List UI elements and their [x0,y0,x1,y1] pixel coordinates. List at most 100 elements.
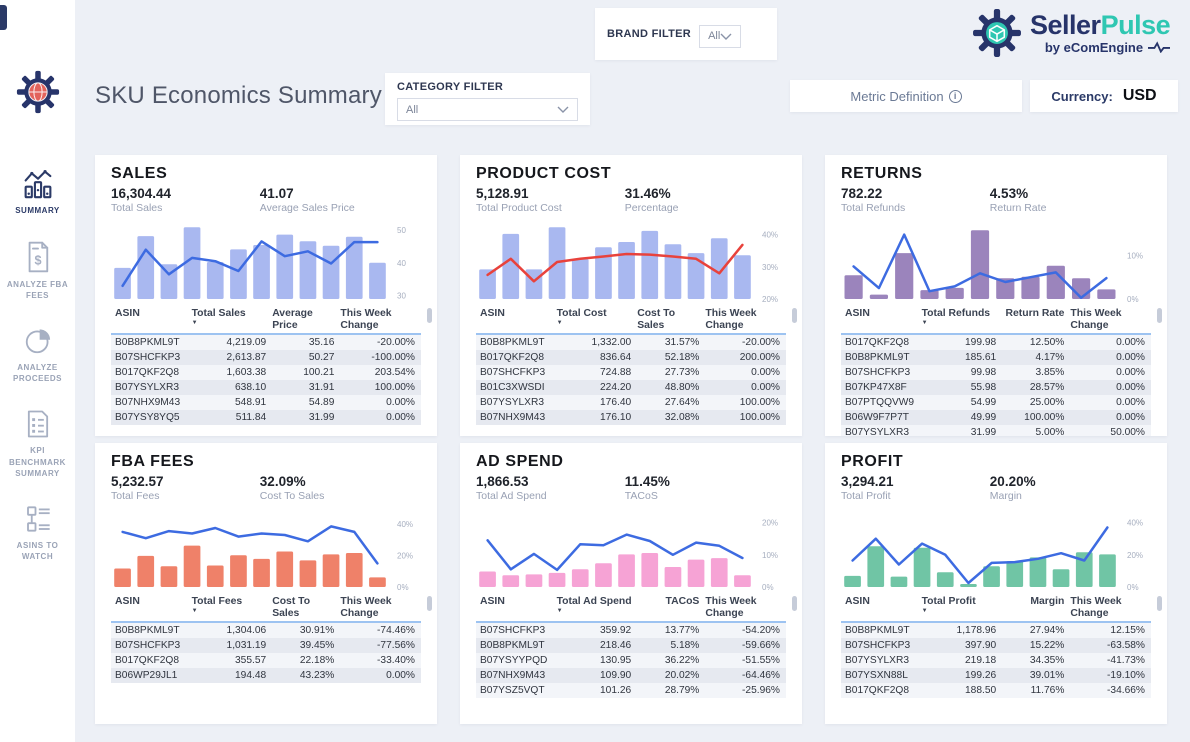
column-header[interactable]: Return Rate [1002,308,1070,332]
currency-selector[interactable]: Currency: USD [1030,80,1178,112]
value-cell: 0.00% [1116,382,1145,393]
sidebar-item-summary[interactable]: SUMMARY [4,169,72,217]
sidebar-item-analyze-proceeds[interactable]: ANALYZE PROCEEDS [4,326,72,385]
panel-returns: RETURNS 782.22 Total Refunds 4.53% Retur… [825,155,1167,436]
svg-text:0%: 0% [397,583,409,592]
table-row[interactable]: B0B8PKML9T 1,178.96 27.94% 12.15% [841,623,1151,638]
column-header[interactable]: TACoS [637,596,705,620]
table-scrollbar-thumb[interactable] [427,308,432,323]
table-row[interactable]: B06WP29JL1 194.48 43.23% 0.00% [111,668,421,683]
column-header[interactable]: This Week Change [1070,596,1151,620]
value-cell: 13.77% [664,625,700,636]
table-scrollbar-thumb[interactable] [1157,596,1162,611]
column-header[interactable]: ASIN [111,596,192,620]
table-row[interactable]: B06W9F7P7T 49.99 100.00% 0.00% [841,410,1151,425]
column-header[interactable]: ASIN [841,308,922,332]
table-row[interactable]: B07NHX9M43 548.91 54.89 0.00% [111,395,421,410]
column-header[interactable]: This Week Change [340,308,421,332]
panel-sales: SALES 16,304.44 Total Sales 41.07 Averag… [95,155,437,436]
table-row[interactable]: B0B8PKML9T 1,332.00 31.57% -20.00% [476,335,786,350]
table-row[interactable]: B07KP47X8F 55.98 28.57% 0.00% [841,380,1151,395]
asin-cell: B0B8PKML9T [480,640,545,651]
sidebar-item-kpi-benchmark-summary[interactable]: KPI BENCHMARK SUMMARY [4,409,72,480]
column-header[interactable]: Total Cost ▼ [557,308,638,332]
value-cell: 100.21 [303,367,335,378]
table-row[interactable]: B07YSYLXR3 219.18 34.35% -41.73% [841,653,1151,668]
svg-text:20%: 20% [762,295,778,304]
table-body: B017QKF2Q8 199.98 12.50% 0.00% B0B8PKML9T 185… [841,335,1151,436]
panel-table: ASIN Total Profit ▼ Margin This Week Change … [841,596,1162,698]
column-header[interactable]: Total Sales ▼ [192,308,273,332]
column-header[interactable]: Total Fees ▼ [192,596,273,620]
table-scrollbar-thumb[interactable] [792,596,797,611]
table-row[interactable]: B0B8PKML9T 185.61 4.17% 0.00% [841,350,1151,365]
column-header[interactable]: ASIN [476,308,557,332]
panel-title: PRODUCT COST [476,165,612,182]
table-row[interactable]: B07PTQQVW9 54.99 25.00% 0.00% [841,395,1151,410]
table-row[interactable]: B0B8PKML9T 218.46 5.18% -59.66% [476,638,786,653]
value-cell: -34.66% [1107,685,1145,696]
table-row[interactable]: B07SHCFKP3 99.98 3.85% 0.00% [841,365,1151,380]
table-row[interactable]: B07YSXN88L 199.26 39.01% -19.10% [841,668,1151,683]
panel-table: ASIN Total Cost ▼ Cost To Sales This Week Ch… [476,308,797,425]
table-header: ASIN Total Cost ▼ Cost To Sales This Week Ch… [476,308,786,335]
table-row[interactable]: B07YSYLXR3 638.10 31.91 100.00% [111,380,421,395]
metric-definition-button[interactable]: Metric Definition i [790,80,1022,112]
value-cell: 0.00% [1116,397,1145,408]
table-row[interactable]: B017QKF2Q8 188.50 11.76% -34.66% [841,683,1151,698]
category-filter-dropdown[interactable]: All [397,98,578,121]
column-header[interactable]: This Week Change [340,596,421,620]
table-row[interactable]: B07SHCFKP3 2,613.87 50.27 -100.00% [111,350,421,365]
column-header[interactable]: Total Ad Spend ▼ [557,596,638,620]
table-row[interactable]: B0B8PKML9T 1,304.06 30.91% -74.46% [111,623,421,638]
table-row[interactable]: B017QKF2Q8 1,603.38 100.21 203.54% [111,365,421,380]
value-cell: 5.18% [670,640,700,651]
asin-cell: B07NHX9M43 [115,397,181,408]
column-header-label: This Week Change [340,596,392,619]
value-cell: -54.20% [742,625,780,636]
currency-value: USD [1122,87,1157,104]
table-row[interactable]: B07SHCFKP3 359.92 13.77% -54.20% [476,623,786,638]
table-row[interactable]: B07SHCFKP3 397.90 15.22% -63.58% [841,638,1151,653]
table-row[interactable]: B017QKF2Q8 836.64 52.18% 200.00% [476,350,786,365]
column-header[interactable]: ASIN [111,308,192,332]
column-header[interactable]: Cost To Sales [637,308,705,332]
sidebar-item-asins-to-watch[interactable]: ASINS TO WATCH [4,504,72,563]
column-header[interactable]: Total Refunds ▼ [922,308,1003,332]
value-cell: 39.45% [299,640,335,651]
value-cell: 176.40 [600,397,632,408]
table-row[interactable]: B07SHCFKP3 1,031.19 39.45% -77.56% [111,638,421,653]
table-row[interactable]: B07YSY8YQ5 511.84 31.99 0.00% [111,410,421,425]
kpi-value: 5,232.57 [111,474,164,489]
brand-filter-dropdown[interactable]: All [699,24,742,48]
table-row[interactable]: B07NHX9M43 109.90 20.02% -64.46% [476,668,786,683]
column-header[interactable]: ASIN [841,596,922,620]
table-row[interactable]: B07YSYLXR3 31.99 5.00% 50.00% [841,425,1151,436]
table-row[interactable]: B07YSYLXR3 176.40 27.64% 100.00% [476,395,786,410]
column-header[interactable]: Cost To Sales [272,596,340,620]
column-header[interactable]: This Week Change [705,596,786,620]
table-row[interactable]: B0B8PKML9T 4,219.09 35.16 -20.00% [111,335,421,350]
value-cell: 100.00% [374,382,415,393]
column-header[interactable]: This Week Change [705,308,786,332]
value-cell: -19.10% [1107,670,1145,681]
column-header[interactable]: ASIN [476,596,557,620]
table-scrollbar-thumb[interactable] [1157,308,1162,323]
table-row[interactable]: B01C3XWSDI 224.20 48.80% 0.00% [476,380,786,395]
table-row[interactable]: B07YSZ5VQT 101.26 28.79% -25.96% [476,683,786,698]
value-cell: 35.16 [308,337,335,348]
sidebar-item-analyze-fba-fees[interactable]: $ ANALYZE FBA FEES [4,241,72,302]
table-scrollbar-thumb[interactable] [427,596,432,611]
currency-label: Currency: [1051,88,1113,104]
column-header[interactable]: This Week Change [1070,308,1151,332]
table-row[interactable]: B07NHX9M43 176.10 32.08% 100.00% [476,410,786,425]
value-cell: 12.15% [1110,625,1145,636]
table-row[interactable]: B017QKF2Q8 199.98 12.50% 0.00% [841,335,1151,350]
table-scrollbar-thumb[interactable] [792,308,797,323]
column-header[interactable]: Average Price [272,308,340,332]
column-header[interactable]: Margin [1002,596,1070,620]
table-row[interactable]: B017QKF2Q8 355.57 22.18% -33.40% [111,653,421,668]
column-header[interactable]: Total Profit ▼ [922,596,1003,620]
table-row[interactable]: B07YSYYPQD 130.95 36.22% -51.55% [476,653,786,668]
table-row[interactable]: B07SHCFKP3 724.88 27.73% 0.00% [476,365,786,380]
